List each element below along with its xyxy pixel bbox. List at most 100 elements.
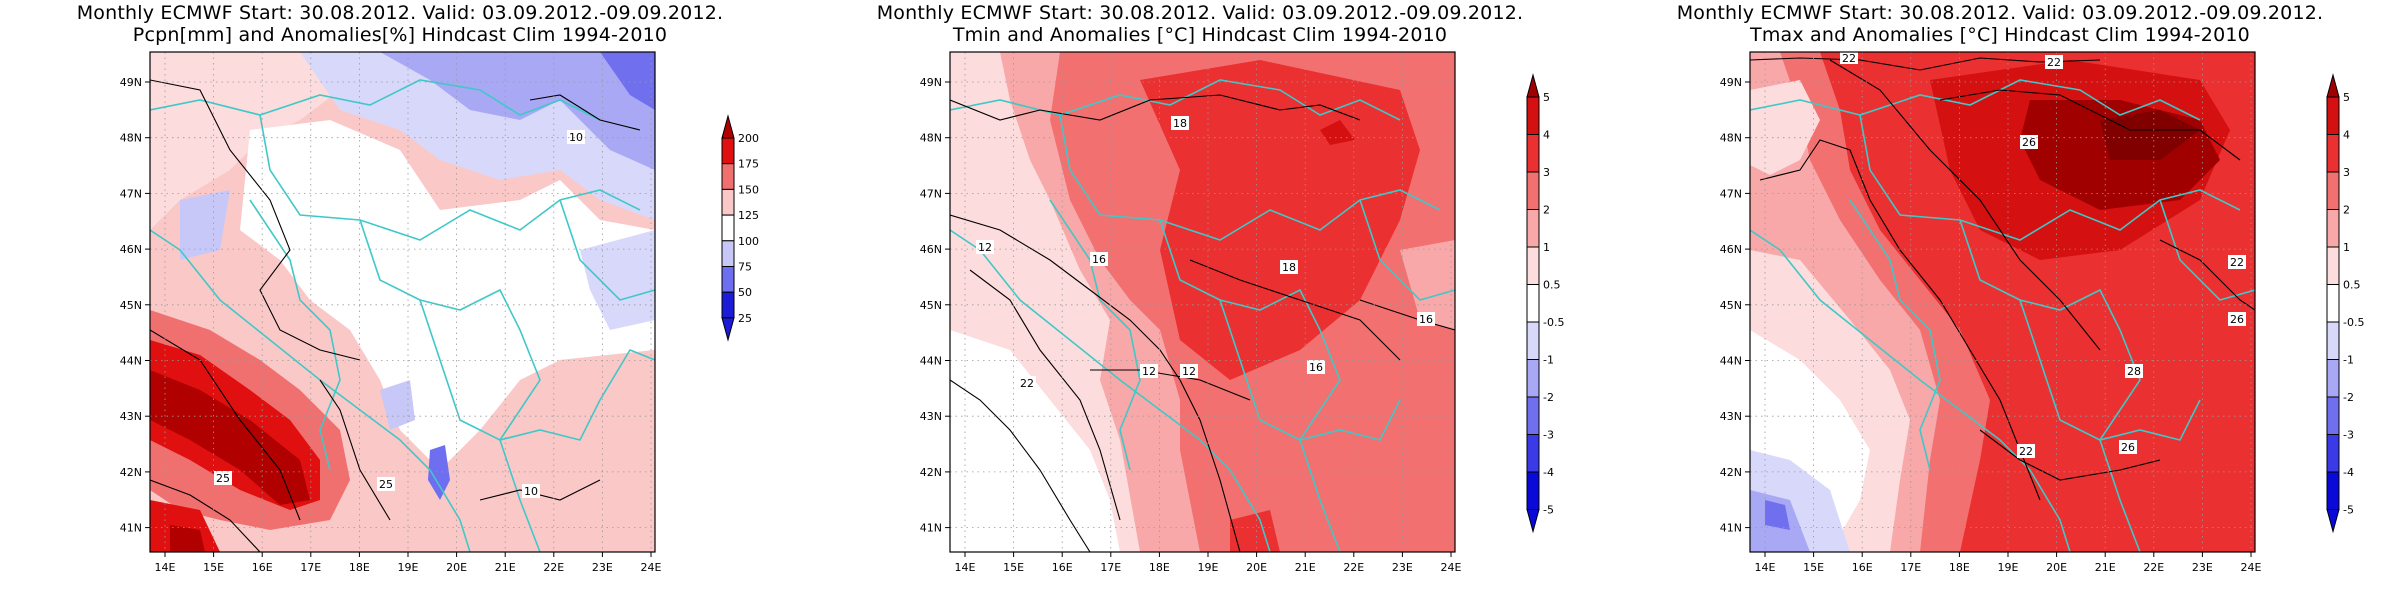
colorbar-label: -5 <box>1543 504 1554 517</box>
lat-label: 44N <box>1720 355 1742 368</box>
lon-label: 15E <box>1003 561 1024 574</box>
colorbar-label: 0.5 <box>1543 279 1561 292</box>
colorbar-segment <box>2326 359 2340 398</box>
colorbar-segment <box>721 291 735 319</box>
lon-label: 19E <box>1998 561 2019 574</box>
colorbar-segment <box>2326 96 2340 135</box>
colorbar-segment <box>1526 284 1540 323</box>
colorbar-label: 1 <box>2343 241 2350 254</box>
panel-title-line1: Monthly ECMWF Start: 30.08.2012. Valid: … <box>76 2 724 24</box>
lat-label: 46N <box>920 243 942 256</box>
colorbar-label: 5 <box>2343 91 2350 104</box>
lat-label: 49N <box>1720 76 1742 89</box>
map-grid <box>150 52 655 552</box>
contour-label: 16 <box>1419 313 1433 326</box>
colorbar-segment <box>2326 171 2340 210</box>
colorbar-segment <box>2326 471 2340 510</box>
contour-label: 28 <box>2127 365 2141 378</box>
contour-label: 22 <box>1020 377 1034 390</box>
colorbar-segment <box>2326 209 2340 248</box>
colorbar-label: 0.5 <box>2343 279 2361 292</box>
lat-label: 41N <box>920 522 942 535</box>
map-frame <box>949 51 1456 553</box>
lon-label: 21E <box>1295 561 1316 574</box>
contour-label: 22 <box>2019 445 2033 458</box>
map-frame <box>1749 51 2256 553</box>
colorbar-segment <box>2326 434 2340 473</box>
colorbar-segment <box>721 137 735 165</box>
colorbar-label: 2 <box>1543 204 1550 217</box>
colorbar-segment <box>2326 246 2340 285</box>
colorbar-label: 100 <box>738 235 759 248</box>
colorbar-segment <box>1526 171 1540 210</box>
colorbar-segment <box>2326 284 2340 323</box>
colorbar-label: -2 <box>1543 391 1554 404</box>
longitude-labels: 14E 15E 16E 17E 18E 19E 20E 21E 22E 23E 24E <box>955 552 1462 574</box>
colorbar-segment <box>721 188 735 216</box>
contour-label: 26 <box>2022 136 2036 149</box>
contour-label: 26 <box>2121 441 2135 454</box>
longitude-labels: 14E 15E 16E 17E 18E 19E 20E 21E 22E 23E 24E <box>1755 552 2262 574</box>
colorbar-label: 4 <box>1543 129 1550 142</box>
colorbar-segment <box>721 163 735 190</box>
map-grid <box>950 52 1455 552</box>
colorbar-bottom-triangle <box>1526 509 1540 534</box>
lat-label: 48N <box>1720 132 1742 145</box>
colorbar-segment <box>1526 321 1540 360</box>
tmax-map: 22 22 26 22 26 28 22 26 49N48N47N46N45N4… <box>1720 51 2262 574</box>
map-grid <box>1750 52 2255 552</box>
contour-label: 10 <box>569 131 583 144</box>
colorbar-label: 1 <box>1543 241 1550 254</box>
lat-label: 42N <box>920 466 942 479</box>
colorbar-segment <box>721 214 735 242</box>
lon-label: 15E <box>1803 561 1824 574</box>
tmin-panel: Monthly ECMWF Start: 30.08.2012. Valid: … <box>800 0 1600 600</box>
lat-label: 43N <box>120 410 142 423</box>
longitude-labels: 14E 15E 16E 17E 18E 19E 20E 21E 22E 23E 24E <box>155 552 662 574</box>
colorbar-segment <box>1526 209 1540 248</box>
lon-label: 19E <box>1198 561 1219 574</box>
contour-labels: 10 25 25 10 <box>214 130 585 498</box>
colorbar-bottom-triangle <box>721 317 735 342</box>
lon-label: 23E <box>1392 561 1413 574</box>
tmax-panel: Monthly ECMWF Start: 30.08.2012. Valid: … <box>1600 0 2400 600</box>
lat-label: 49N <box>120 76 142 89</box>
contour-labels: 18 12 16 18 16 12 12 16 22 <box>976 116 1435 390</box>
contour-label: 10 <box>524 485 538 498</box>
lon-label: 17E <box>1900 561 1921 574</box>
contour-label: 12 <box>1142 365 1156 378</box>
lon-label: 20E <box>446 561 467 574</box>
tmin-colorbar: 5 4 3 2 1 0.5 -0.5 -1 -2 -3 -4 -5 <box>1526 73 1564 534</box>
tmin-map: 18 12 16 18 16 12 12 16 22 49N48N47N46N4… <box>920 51 1462 574</box>
contour-label: 16 <box>1309 361 1323 374</box>
colorbar-label: -0.5 <box>1543 316 1564 329</box>
lat-label: 47N <box>1720 187 1742 200</box>
colorbar-segment <box>1526 359 1540 398</box>
lat-label: 41N <box>1720 522 1742 535</box>
colorbar-segment <box>1526 471 1540 510</box>
contour-label: 25 <box>216 472 230 485</box>
contour-label: 12 <box>1182 365 1196 378</box>
lon-label: 22E <box>1343 561 1364 574</box>
contour-label: 18 <box>1173 117 1187 130</box>
precipitation-map: 10 25 25 10 49N48N47N46N45N44N43N42N41N … <box>120 51 662 574</box>
lon-label: 16E <box>252 561 273 574</box>
panel-title-line1: Monthly ECMWF Start: 30.08.2012. Valid: … <box>1676 2 2324 24</box>
colorbar-label: 4 <box>2343 129 2350 142</box>
lat-label: 42N <box>120 466 142 479</box>
panel-title-line2: Tmax and Anomalies [°C] Hindcast Clim 19… <box>1750 24 2250 46</box>
lat-label: 48N <box>920 132 942 145</box>
colorbar-segment <box>1526 134 1540 173</box>
lat-label: 42N <box>1720 466 1742 479</box>
lon-label: 16E <box>1052 561 1073 574</box>
colorbar-label: 5 <box>1543 91 1550 104</box>
lat-label: 41N <box>120 522 142 535</box>
colorbar-label: 3 <box>1543 166 1550 179</box>
lat-label: 49N <box>920 76 942 89</box>
lat-label: 48N <box>120 132 142 145</box>
panel-title-line2: Tmin and Anomalies [°C] Hindcast Clim 19… <box>952 24 1448 46</box>
colorbar-top-triangle <box>721 114 735 139</box>
colorbar-label: -5 <box>2343 504 2354 517</box>
lon-label: 23E <box>2192 561 2213 574</box>
colorbar-segment <box>1526 246 1540 285</box>
